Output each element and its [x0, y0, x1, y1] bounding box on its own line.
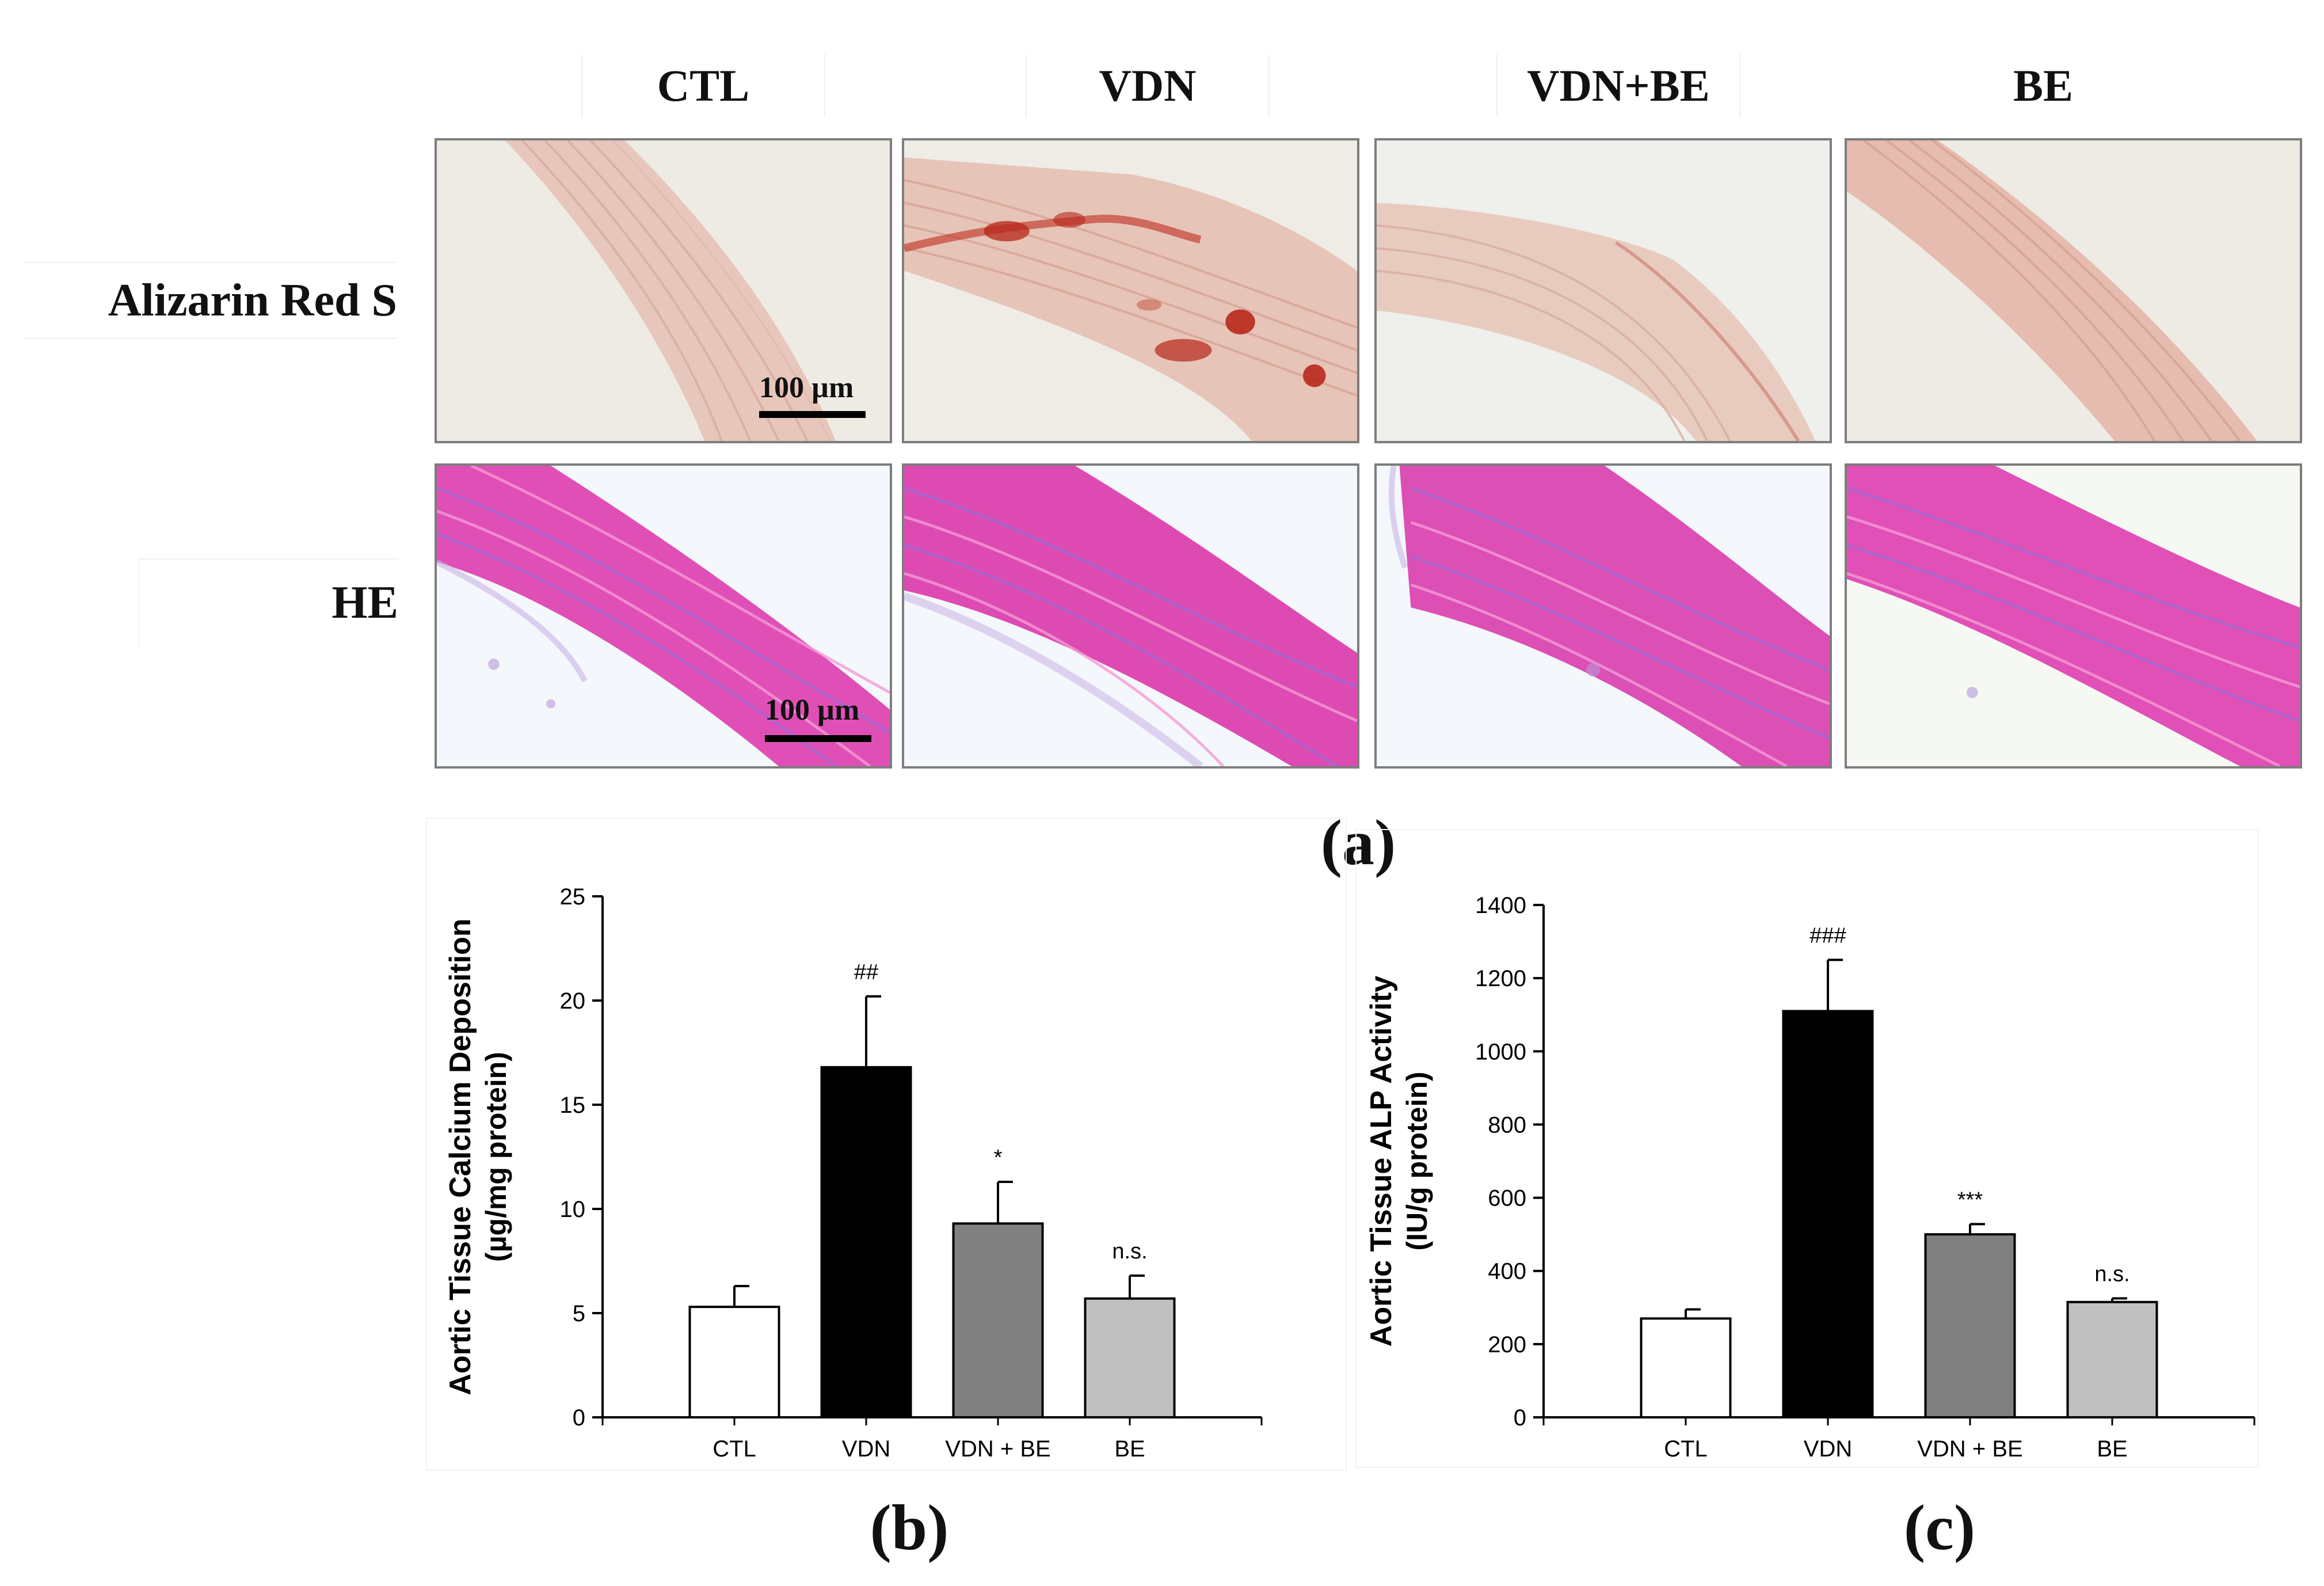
bar-ctl	[1640, 1317, 1732, 1418]
chart-c-frame: 0 200 400 600 800 1000 1200 1400 CTL VDN ### VDN + …	[1355, 829, 2259, 1468]
scale-bar-he	[765, 735, 871, 742]
x-tick-label: VDN + BE	[945, 1436, 1050, 1462]
row-header-he: HE	[138, 558, 398, 646]
column-header-be: BE	[2013, 60, 2074, 111]
y-tick-label: 400	[1488, 1259, 1526, 1284]
micrograph-he-vdn	[902, 463, 1359, 769]
he-vdn-be-image	[1388, 466, 1830, 766]
bar-be	[1084, 1297, 1176, 1418]
bar-vdn-be	[952, 1222, 1044, 1419]
column-header-ctl: CTL	[581, 54, 825, 117]
micrograph-alizarin-be	[1845, 138, 2302, 443]
x-tick-label: VDN	[1804, 1436, 1852, 1462]
y-tick-label: 0	[1514, 1405, 1526, 1431]
row-header-alizarin: Alizarin Red S	[23, 262, 397, 339]
scale-bar-label: 100 µm	[759, 371, 854, 404]
y-axis-label: Aortic Tissue ALP Activity	[1365, 976, 1398, 1347]
significance-label: ###	[1809, 923, 1846, 948]
significance-label: ***	[1957, 1188, 1983, 1212]
he-ctl-image	[437, 466, 890, 766]
x-tick-label: BE	[2097, 1436, 2127, 1462]
x-tick-label: VDN	[842, 1436, 890, 1462]
y-tick-label: 0	[573, 1405, 585, 1431]
x-tick-label: CTL	[713, 1436, 756, 1462]
x-tick-label: BE	[1114, 1436, 1145, 1462]
y-tick-label: 25	[560, 884, 586, 910]
chart-b-frame: 0 5 10 15 20 25 CTL VDN ## VDN + BE * BE n.s. Aortic …	[426, 817, 1347, 1471]
x-tick-label: VDN + BE	[1917, 1436, 2022, 1462]
bar-vdn-be	[1924, 1233, 2016, 1419]
significance-label: n.s.	[2094, 1262, 2129, 1286]
micrograph-he-ctl: 100 µm	[435, 463, 892, 769]
he-be-image	[1847, 466, 2300, 766]
y-tick-label: 1200	[1475, 966, 1526, 991]
y-tick-label: 800	[1488, 1112, 1526, 1138]
column-header-vdn-be: VDN+BE	[1496, 54, 1740, 117]
column-header-vdn: VDN	[1026, 54, 1270, 117]
he-vdn-image	[904, 466, 1357, 766]
y-tick-label: 200	[1488, 1332, 1526, 1357]
scale-bar	[759, 411, 866, 418]
y-tick-label: 1000	[1475, 1039, 1526, 1064]
y-axis-label-units: (µg/mg protein)	[480, 1052, 512, 1262]
alizarin-ctl-image	[505, 140, 836, 441]
significance-label: ##	[854, 960, 878, 984]
micrograph-alizarin-vdn-be	[1374, 138, 1832, 443]
alizarin-be-image	[1847, 140, 2257, 441]
micrograph-alizarin-ctl: 100 µm	[435, 138, 892, 443]
figure-label-c: (c)	[1903, 1492, 1976, 1564]
x-tick-label: CTL	[1664, 1436, 1708, 1462]
y-axis-label: Aortic Tissue Calcium Deposition	[444, 918, 477, 1395]
chart-b: 0 5 10 15 20 25 CTL VDN ## VDN + BE * BE n.s. Aortic …	[444, 884, 1263, 1462]
chart-c: 0 200 400 600 800 1000 1200 1400 CTL VDN ### VDN + …	[1365, 893, 2256, 1462]
bar-vdn	[1782, 1010, 1874, 1419]
significance-label: n.s.	[1112, 1239, 1147, 1264]
figure-label-a: (a)	[1320, 807, 1396, 878]
micrograph-alizarin-vdn	[902, 138, 1359, 443]
y-tick-label: 15	[560, 1093, 586, 1118]
bar-vdn	[820, 1066, 912, 1418]
y-tick-label: 10	[560, 1197, 586, 1222]
micrograph-he-vdn-be	[1374, 463, 1832, 769]
y-tick-label: 5	[573, 1301, 585, 1326]
y-tick-label: 1400	[1475, 893, 1526, 918]
bar-ctl	[688, 1306, 780, 1419]
significance-label: *	[994, 1146, 1003, 1170]
scale-bar-label-he: 100 µm	[765, 694, 860, 727]
micrograph-he-be	[1845, 463, 2302, 769]
y-tick-label: 20	[560, 988, 586, 1014]
alizarin-vdn-image	[904, 157, 1357, 441]
y-axis-label-units: (IU/g protein)	[1401, 1071, 1433, 1250]
figure-label-b: (b)	[870, 1492, 949, 1564]
bar-be	[2066, 1300, 2158, 1418]
alizarin-vdn-be-image	[1377, 203, 1816, 441]
y-tick-label: 600	[1488, 1186, 1526, 1211]
